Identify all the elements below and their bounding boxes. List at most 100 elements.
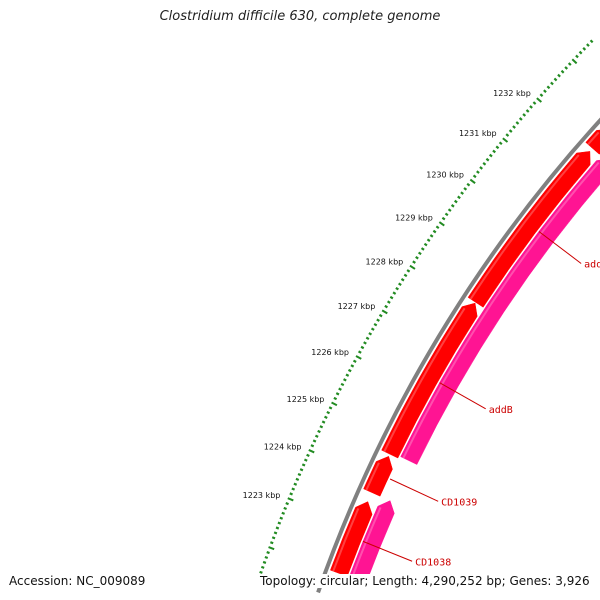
tick-label: 1227 kbp (338, 302, 376, 311)
minor-tick (550, 81, 554, 86)
minor-tick (335, 392, 340, 396)
minor-tick (333, 396, 338, 401)
backbone-arc (316, 117, 600, 594)
minor-tick (273, 531, 278, 535)
major-tick (438, 221, 445, 227)
minor-tick (495, 145, 500, 150)
gene-highlight (332, 508, 360, 572)
minor-tick (289, 492, 293, 496)
minor-tick (306, 453, 310, 457)
minor-tick (415, 255, 419, 260)
minor-tick (301, 463, 306, 467)
minor-tick (350, 364, 355, 368)
minor-tick (277, 521, 282, 525)
gene-label[interactable]: addA (584, 259, 600, 270)
minor-tick (392, 291, 397, 295)
minor-tick (582, 47, 587, 51)
minor-tick (310, 444, 315, 448)
minor-tick (512, 125, 516, 129)
gene-highlight (383, 307, 466, 452)
gene-arrow[interactable] (381, 302, 478, 459)
minor-tick (412, 260, 416, 264)
minor-tick (546, 85, 551, 90)
tick-label: 1229 kbp (395, 213, 433, 222)
tick-label: 1231 kbp (459, 129, 497, 138)
minor-tick (376, 318, 380, 322)
minor-tick (463, 187, 468, 191)
genome-backbone (316, 117, 600, 594)
minor-tick (460, 191, 464, 195)
minor-tick (319, 425, 324, 429)
minor-tick (522, 113, 527, 117)
minor-tick (420, 247, 425, 251)
minor-tick (432, 229, 437, 234)
accession-text: Accession: NC_009089 (7, 574, 148, 588)
minor-tick (338, 387, 342, 391)
gene-label-leader (362, 540, 413, 562)
minor-tick (557, 73, 561, 78)
minor-tick (529, 105, 533, 109)
minor-tick (403, 273, 408, 278)
gene-features (330, 129, 600, 584)
minor-tick (363, 341, 367, 345)
minor-tick (589, 39, 594, 44)
gene-label[interactable]: CD1038 (415, 557, 451, 568)
minor-tick (400, 278, 405, 282)
minor-tick (324, 415, 328, 419)
minor-tick (343, 378, 347, 382)
minor-tick (368, 332, 373, 336)
minor-tick (299, 468, 304, 472)
minor-tick (297, 472, 302, 477)
gene-arrow[interactable] (585, 129, 600, 155)
minor-tick (553, 77, 558, 82)
gene-arrow[interactable] (400, 159, 600, 465)
minor-tick (281, 511, 286, 515)
minor-tick (264, 555, 269, 560)
major-tick (502, 137, 509, 143)
gene-arrow[interactable] (467, 151, 591, 308)
gene-highlight (587, 131, 600, 146)
gene-arrow[interactable] (363, 456, 393, 497)
minor-tick (564, 66, 569, 70)
minor-tick (384, 304, 388, 309)
gene-labels: CD1038 CD1039 addB addA (362, 231, 600, 568)
tick-label: 1230 kbp (426, 171, 464, 180)
minor-tick (321, 420, 326, 424)
minor-tick (314, 434, 319, 438)
major-tick (571, 58, 578, 65)
minor-tick (426, 238, 431, 242)
minor-tick (312, 439, 317, 443)
minor-tick (488, 153, 493, 158)
minor-tick (578, 50, 583, 55)
minor-tick (398, 282, 402, 286)
ruler-ticks: 1223 kbp 1224 kbp 1225 kbp 1226 kbp 1227 kbp… (243, 39, 594, 574)
gene-label[interactable]: addB (489, 405, 513, 416)
minor-tick (586, 43, 590, 47)
minor-tick (345, 373, 350, 377)
gene-highlight (402, 161, 600, 459)
minor-tick (347, 368, 352, 373)
minor-tick (262, 560, 267, 564)
minor-tick (476, 170, 480, 174)
tick-label: 1226 kbp (311, 348, 349, 357)
minor-tick (340, 382, 345, 387)
minor-tick (560, 69, 565, 74)
minor-tick (498, 141, 503, 146)
minor-tick (466, 182, 471, 187)
tick-label: 1232 kbp (493, 89, 531, 98)
minor-tick (269, 541, 274, 545)
gene-arrow[interactable] (330, 501, 373, 577)
minor-tick (283, 506, 287, 511)
minor-tick (454, 199, 458, 204)
major-tick (268, 546, 275, 551)
major-tick (355, 355, 362, 360)
minor-tick (423, 242, 428, 247)
minor-tick (378, 313, 383, 318)
minor-tick (575, 54, 579, 59)
tick-label: 1223 kbp (243, 491, 281, 500)
minor-tick (492, 149, 496, 154)
gene-label[interactable]: CD1039 (441, 497, 477, 508)
minor-tick (567, 62, 572, 66)
minor-tick (328, 406, 333, 410)
major-tick (287, 497, 294, 502)
